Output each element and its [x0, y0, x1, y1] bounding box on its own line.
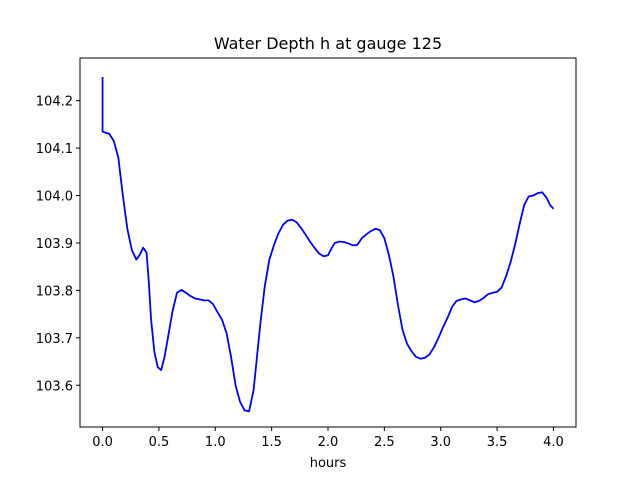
y-tick-label: 103.9: [36, 237, 73, 252]
x-tick-label: 0.5: [149, 435, 170, 450]
x-tick-label: 3.5: [487, 435, 508, 450]
x-tick-label: 1.0: [205, 435, 226, 450]
x-tick-label: 1.5: [261, 435, 282, 450]
plot-frame: [79, 57, 577, 428]
y-tick-label: 104.0: [36, 190, 73, 205]
x-tick-label: 3.0: [430, 435, 451, 450]
x-tick-label: 4.0: [543, 435, 564, 450]
series-line: [101, 76, 555, 413]
y-tick-label: 104.1: [36, 142, 73, 157]
chart-title: Water Depth h at gauge 125: [214, 34, 442, 53]
y-tick-label: 103.7: [36, 332, 73, 347]
y-tick-label: 103.8: [36, 284, 73, 299]
y-axis: 103.6 103.7 103.8 103.9 104.0 104.1 104.2: [36, 95, 80, 394]
x-axis-label: hours: [310, 456, 347, 471]
y-tick-label: 104.2: [36, 95, 73, 110]
x-tick-label: 2.5: [374, 435, 395, 450]
y-tick-label: 103.6: [36, 379, 73, 394]
x-tick-label: 0.0: [92, 435, 113, 450]
x-axis: 0.0 0.5 1.0 1.5 2.0 2.5 3.0 3.5 4.0: [92, 427, 564, 450]
x-tick-label: 2.0: [318, 435, 339, 450]
